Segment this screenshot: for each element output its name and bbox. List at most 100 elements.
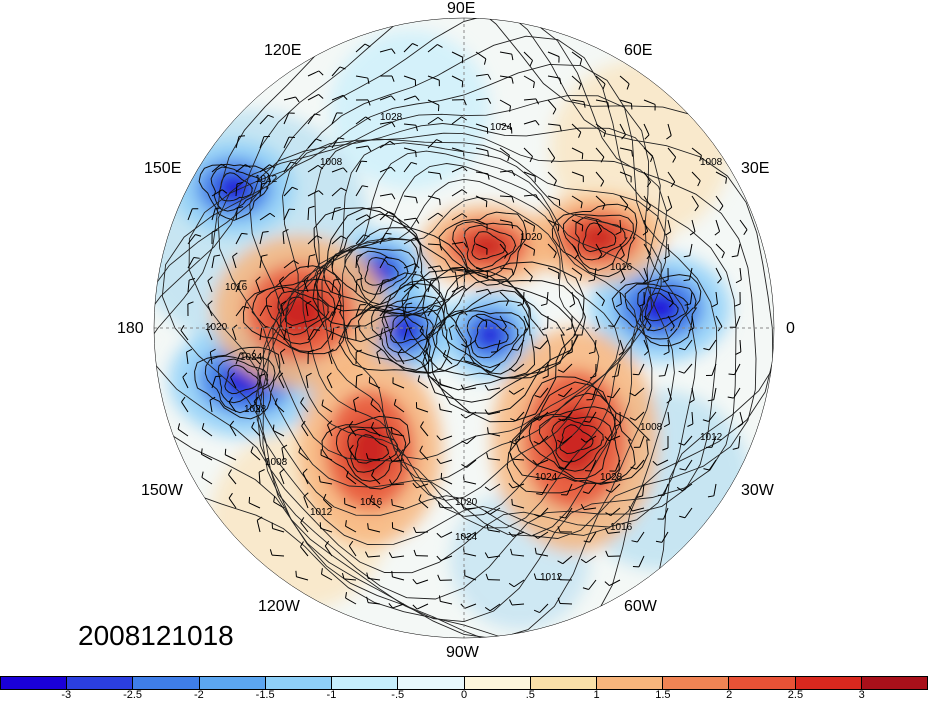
isobar — [452, 221, 524, 278]
wind-barb — [388, 552, 405, 559]
wind-barb — [499, 267, 514, 276]
contour-label: 1024 — [490, 122, 513, 133]
wind-barb — [484, 409, 501, 416]
wind-barb — [702, 411, 717, 422]
isobar — [344, 246, 417, 306]
wind-barb — [281, 444, 288, 461]
colorbar-swatch — [464, 677, 531, 689]
wind-barb — [307, 329, 320, 341]
wind-barb — [735, 339, 742, 355]
wind-barb — [255, 276, 261, 293]
wind-barb — [595, 171, 605, 187]
wind-barb — [542, 363, 549, 379]
wind-barb — [484, 552, 501, 559]
wind-barb — [540, 291, 549, 307]
wind-barb — [580, 504, 597, 511]
colorbar-swatch — [265, 677, 333, 689]
wind-barb — [657, 483, 669, 496]
colorbar-tick-label: -3 — [61, 689, 72, 701]
wind-barb — [475, 315, 488, 328]
wind-barb — [510, 411, 525, 422]
wind-barb — [307, 205, 315, 221]
wind-barb — [642, 219, 649, 236]
wind-barb — [517, 291, 525, 307]
wind-barb — [547, 243, 557, 259]
wind-barb — [629, 387, 645, 397]
wind-barb — [475, 73, 492, 80]
wind-barb — [321, 568, 333, 581]
wind-barb — [451, 166, 468, 173]
wind-barb — [331, 94, 348, 101]
wind-barb — [533, 411, 549, 421]
isobar — [471, 231, 506, 261]
wind-barb — [475, 267, 488, 279]
wind-barb — [571, 195, 583, 209]
wind-barb — [224, 448, 237, 461]
wind-barb — [509, 453, 525, 461]
wind-barb — [211, 163, 227, 173]
wind-barb — [643, 195, 651, 212]
wind-barb — [280, 300, 287, 317]
wind-barb — [508, 531, 525, 537]
colorbar-tick-label: 0 — [460, 689, 468, 701]
wind-barb — [355, 185, 369, 197]
colorbar-swatch — [67, 677, 134, 689]
wind-barb — [354, 325, 362, 341]
isobar — [383, 261, 585, 423]
wind-barb — [728, 363, 741, 376]
wind-barb — [187, 301, 194, 317]
isobar — [538, 415, 613, 472]
contour-label: 1016 — [225, 282, 248, 293]
colorbar-tick-label: -.5 — [391, 689, 405, 701]
isobar — [463, 224, 517, 270]
wind-barb — [571, 51, 583, 65]
wind-barb — [678, 435, 693, 446]
wind-barb — [451, 266, 467, 274]
wind-barb — [619, 243, 625, 260]
wind-barb — [475, 147, 489, 157]
wind-barb — [379, 121, 396, 128]
colorbar-tick-label: 3 — [858, 689, 865, 701]
wind-barb — [318, 475, 333, 485]
wind-barb — [331, 112, 343, 125]
isobar — [210, 166, 264, 212]
wind-barb — [571, 75, 582, 90]
wind-barb — [499, 315, 507, 332]
wind-barb — [707, 483, 717, 498]
isobar — [645, 292, 679, 322]
wind-barb — [499, 243, 508, 259]
wind-barb — [475, 219, 488, 231]
lon-label-90W: 90W — [446, 644, 479, 661]
wind-barb — [307, 113, 321, 125]
wind-barb — [566, 315, 573, 331]
isobar — [559, 424, 594, 455]
isobar — [257, 132, 668, 539]
wind-barb — [628, 505, 645, 512]
wind-barb — [715, 243, 725, 259]
contour-label: 1016 — [610, 522, 633, 533]
map-border — [153, 17, 775, 639]
wind-barb — [557, 363, 573, 373]
wind-barb — [331, 254, 341, 269]
colorbar-tick-label: .5 — [525, 689, 535, 701]
wind-barb — [460, 411, 477, 419]
wind-barb — [283, 136, 295, 149]
wind-barb — [427, 279, 438, 293]
isobar — [575, 216, 628, 261]
wind-barb — [547, 171, 557, 187]
wind-barb — [558, 459, 573, 470]
wind-barb — [643, 123, 650, 140]
wind-barb — [451, 116, 467, 125]
wind-barb — [475, 51, 487, 65]
wind-barb — [427, 195, 441, 206]
wind-barb — [658, 363, 669, 377]
wind-barb — [211, 229, 218, 245]
wind-barb — [676, 483, 693, 492]
wind-barb — [259, 230, 269, 245]
wind-barb — [737, 411, 744, 428]
wind-barb — [331, 137, 345, 149]
wind-barb — [604, 527, 621, 534]
wind-barb — [703, 459, 717, 471]
wind-barb — [732, 435, 741, 450]
wind-barb — [331, 167, 348, 173]
